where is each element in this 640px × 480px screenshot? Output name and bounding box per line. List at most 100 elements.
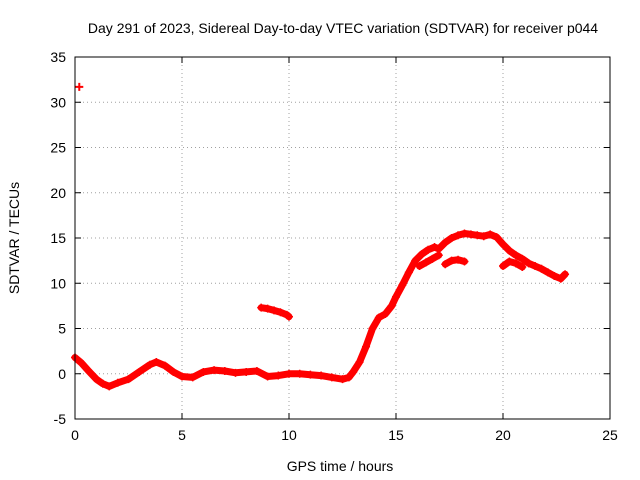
sdtvar-point [344,373,353,382]
sdtvar-trace-fragment [416,251,443,270]
sdtvar-point [188,373,197,382]
sdtvar-point [338,375,347,384]
x-tick-label: 10 [281,427,297,443]
sdtvar-point [421,258,430,267]
sdtvar-point [398,281,407,290]
sdtvar-point [499,240,507,249]
sdtvar-point [381,310,390,319]
sdtvar-point [169,367,178,376]
sdtvar-point [92,375,101,384]
sdtvar-point [98,379,107,388]
sdtvar-point [306,370,315,379]
sdtvar-point [415,262,424,271]
sdtvar-point [274,371,283,380]
x-tick-label: 25 [602,427,618,443]
sdtvar-point [145,360,154,369]
sdtvar-point [276,308,285,317]
sdtvar-point [263,372,272,381]
sdtvar-point [105,382,114,391]
sdtvar-point [499,262,507,271]
sdtvar-main-trace [71,230,569,390]
sdtvar-point [231,368,240,377]
sdtvar-point [220,367,229,376]
sdtvar-point [434,251,443,260]
sdtvar-point [392,292,400,301]
sdtvar-point [447,256,456,265]
sdtvar-point [454,231,463,240]
x-tick-label: 20 [495,427,511,443]
sdtvar-point [252,367,261,376]
sdtvar-point [518,254,527,263]
x-axis-label: GPS time / hours [287,458,394,474]
x-tick-label: 5 [178,427,186,443]
y-tick-label: 25 [50,140,66,156]
sdtvar-point [454,255,463,264]
sdtvar-point [505,257,514,266]
y-axis-label: SDTVAR / TECUs [6,182,22,294]
sdtvar-point [492,233,501,242]
sdtvar-point [135,367,144,376]
x-tick-label: 0 [71,427,79,443]
sdtvar-point [473,231,482,240]
sdtvar-point [242,367,251,376]
y-tick-label: 35 [50,49,66,65]
y-tick-label: 0 [58,366,66,382]
sdtvar-point [317,371,326,380]
y-tick-label: 20 [50,185,66,201]
x-tick-label: 15 [388,427,404,443]
sdtvar-point [430,243,439,252]
sdtvar-point [460,229,469,238]
y-tick-label: 5 [58,321,66,337]
sdtvar-point [160,361,169,370]
sdtvar-outlier-point [75,82,84,91]
sdtvar-point [561,270,570,279]
sdtvar-point [152,357,161,366]
sdtvar-point [349,367,358,376]
sdtvar-point [460,257,469,266]
sdtvar-point [531,262,540,271]
sdtvar-point [524,259,533,268]
sdtvar-point [387,301,396,310]
sdtvar-point [537,264,546,273]
sdtvar-point [404,268,413,277]
sdtvar-point [285,312,293,321]
sdtvar-point [447,234,456,242]
sdtvar-point [466,230,475,239]
sdtvar-point [124,375,133,384]
sdtvar-point [263,304,272,313]
sdtvar-point [441,260,450,269]
sdtvar-point [295,369,304,378]
sdtvar-point [83,366,92,375]
sdtvar-point [77,358,86,367]
sdtvar-point [428,254,437,263]
sdtvar-point [424,245,433,254]
sdtvar-point [374,313,383,322]
sdtvar-point [486,230,495,239]
grid-layer [75,57,610,419]
sdtvar-point [550,272,559,281]
y-tick-label: -5 [54,411,67,427]
sdtvar-point [368,324,377,333]
sdtvar-point [285,369,293,378]
chart-title: Day 291 of 2023, Sidereal Day-to-day VTE… [88,20,598,36]
sdtvar-point [511,251,520,260]
data-layer [71,82,570,391]
sdtvar-point [199,367,208,376]
sdtvar-point [113,378,122,387]
sdtvar-point [327,373,336,382]
sdtvar-trace-fragment [499,258,526,271]
sdtvar-point [270,306,279,315]
sdtvar-point [505,246,514,255]
sdtvar-point [441,238,450,247]
sdtvar-point [411,256,420,265]
sdtvar-point [556,274,565,283]
y-tick-label: 15 [50,230,66,246]
y-tick-label: 30 [50,94,66,110]
y-tick-label: 10 [50,275,66,291]
sdtvar-point [417,250,426,259]
sdtvar-point [355,357,364,366]
sdtvar-point [518,262,527,271]
sdtvar-point [543,268,552,277]
plot-frame [74,56,611,420]
